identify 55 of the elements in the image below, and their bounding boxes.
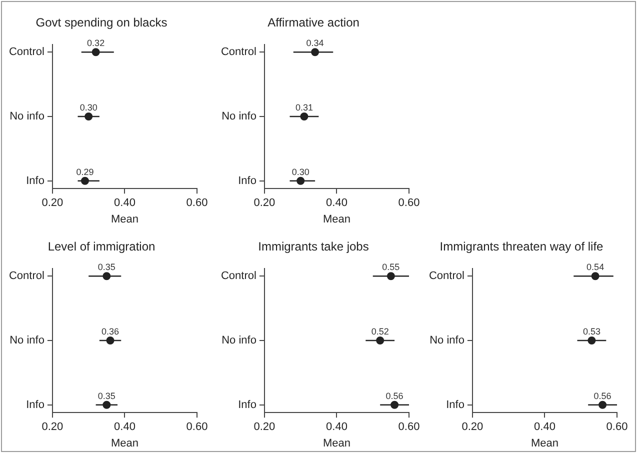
x-axis-title: Mean bbox=[322, 437, 350, 450]
data-label: 0.54 bbox=[586, 262, 604, 272]
x-tick-label: 0.40 bbox=[326, 421, 348, 434]
data-label: 0.35 bbox=[98, 390, 116, 401]
y-tick-label: Control bbox=[220, 46, 256, 58]
x-tick-label: 0.40 bbox=[534, 421, 556, 434]
data-label: 0.34 bbox=[306, 38, 324, 48]
y-tick-label: Control bbox=[220, 270, 256, 282]
y-tick-label: Control bbox=[8, 270, 44, 282]
x-axis-title: Mean bbox=[322, 213, 350, 226]
data-label: 0.36 bbox=[102, 326, 120, 336]
data-label: 0.30 bbox=[292, 166, 310, 177]
data-label: 0.32 bbox=[87, 38, 105, 48]
y-tick-label: No info bbox=[222, 110, 256, 123]
y-tick-label: No info bbox=[430, 334, 464, 347]
y-tick-label: Info bbox=[238, 398, 256, 411]
x-tick-label: 0.60 bbox=[186, 421, 208, 434]
x-tick-label: 0.60 bbox=[606, 421, 628, 434]
x-tick-label: 0.20 bbox=[254, 197, 276, 210]
data-label: 0.52 bbox=[371, 326, 389, 336]
y-tick-label: Control bbox=[8, 46, 44, 58]
y-tick-label: No info bbox=[222, 334, 256, 347]
x-tick-label: 0.20 bbox=[254, 421, 276, 434]
y-tick-label: Info bbox=[26, 174, 44, 187]
data-label: 0.35 bbox=[98, 262, 116, 272]
chart-title: Immigrants take jobs bbox=[258, 240, 369, 254]
data-label: 0.31 bbox=[295, 102, 313, 112]
x-tick-label: 0.40 bbox=[114, 197, 136, 210]
data-label: 0.55 bbox=[382, 262, 400, 272]
data-label: 0.56 bbox=[386, 390, 404, 401]
x-axis-title: Mean bbox=[110, 213, 138, 226]
x-axis-title: Mean bbox=[110, 437, 138, 450]
y-tick-label: No info bbox=[10, 110, 44, 123]
data-label: 0.56 bbox=[594, 390, 612, 401]
chart-title: Immigrants threaten way of life bbox=[440, 240, 604, 254]
data-label: 0.53 bbox=[582, 326, 600, 336]
x-tick-label: 0.60 bbox=[398, 197, 420, 210]
x-tick-label: 0.20 bbox=[42, 197, 64, 210]
x-tick-label: 0.20 bbox=[42, 421, 64, 434]
x-tick-label: 0.20 bbox=[462, 421, 484, 434]
y-tick-label: Info bbox=[26, 398, 44, 411]
data-label: 0.29 bbox=[76, 166, 94, 177]
chart-title: Level of immigration bbox=[48, 240, 156, 254]
chart-title: Govt spending on blacks bbox=[36, 16, 168, 30]
y-tick-label: Info bbox=[446, 398, 464, 411]
chart-title: Affirmative action bbox=[268, 16, 360, 30]
x-tick-label: 0.60 bbox=[186, 197, 208, 210]
x-axis-title: Mean bbox=[530, 437, 558, 450]
y-tick-label: No info bbox=[10, 334, 44, 347]
data-label: 0.30 bbox=[80, 102, 98, 112]
x-tick-label: 0.40 bbox=[326, 197, 348, 210]
x-tick-label: 0.60 bbox=[398, 421, 420, 434]
y-tick-label: Info bbox=[238, 174, 256, 187]
y-tick-label: Control bbox=[428, 270, 464, 282]
x-tick-label: 0.40 bbox=[114, 421, 136, 434]
